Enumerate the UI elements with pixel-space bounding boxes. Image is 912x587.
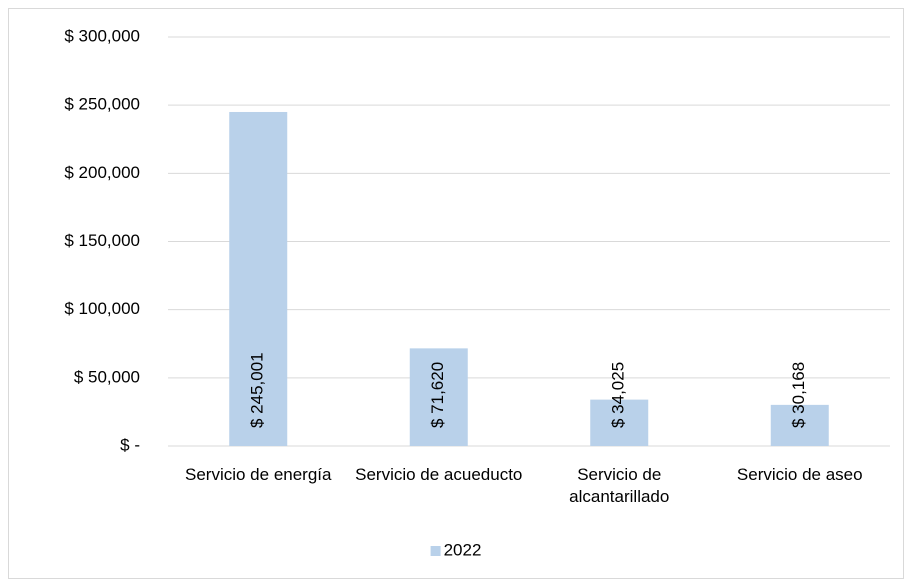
y-tick-label: $ -: [120, 435, 140, 454]
bar: [590, 399, 649, 446]
x-tick-label: Servicio de aseo: [737, 465, 863, 484]
label-line: Servicio de aseo: [737, 465, 863, 484]
chart-border: [8, 8, 904, 579]
y-tick-label: $ 50,000: [74, 367, 140, 386]
label-line: Servicio de acueducto: [355, 465, 522, 484]
legend-swatch: [430, 546, 441, 556]
bar: [409, 348, 468, 446]
legend-label: 2022: [444, 540, 482, 559]
x-tick-label: Servicio de acueducto: [355, 465, 522, 484]
y-tick-label: $ 300,000: [64, 26, 140, 45]
y-tick-label: $ 250,000: [64, 95, 140, 114]
x-tick-label: Servicio de alcantarillado: [569, 465, 669, 506]
legend-item: 2022: [430, 540, 482, 559]
y-tick-label: $ 100,000: [64, 299, 140, 318]
label-line: Servicio de energía: [185, 465, 332, 484]
bar: [770, 404, 829, 446]
label-line: alcantarillado: [569, 487, 669, 506]
bar: [229, 111, 288, 447]
y-tick-label: $ 150,000: [64, 231, 140, 250]
data-label: $ 245,001: [248, 352, 267, 428]
y-tick-label: $ 200,000: [64, 163, 140, 182]
data-label: $ 34,025: [609, 362, 628, 428]
data-label: $ 71,620: [428, 362, 447, 428]
x-tick-label: Servicio de energía: [185, 465, 332, 484]
label-line: Servicio de: [577, 465, 661, 484]
data-label: $ 30,168: [789, 362, 808, 428]
